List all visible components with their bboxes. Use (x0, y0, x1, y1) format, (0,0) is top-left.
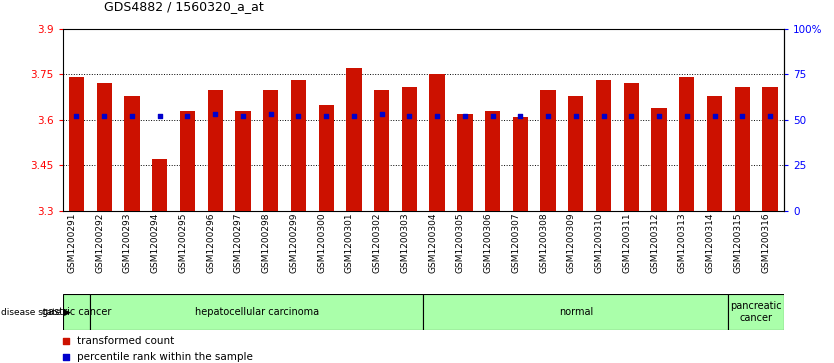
Point (269, 143, 283, 148)
Text: GSM1200308: GSM1200308 (539, 212, 548, 273)
Text: disease state ▶: disease state ▶ (1, 308, 71, 317)
Bar (513, 117, 528, 211)
Text: pancreatic
cancer: pancreatic cancer (731, 301, 782, 323)
Point (292, 113, 305, 119)
Text: GSM1200311: GSM1200311 (622, 212, 631, 273)
Bar (124, 95, 139, 211)
Bar (63, 294, 90, 330)
Point (514, 113, 527, 119)
Point (430, 113, 444, 119)
Text: GSM1200307: GSM1200307 (511, 212, 520, 273)
Point (153, 113, 166, 119)
Point (347, 113, 360, 119)
Text: GSM1200309: GSM1200309 (567, 212, 575, 273)
Text: GSM1200298: GSM1200298 (262, 212, 271, 273)
Text: GSM1200315: GSM1200315 (733, 212, 742, 273)
Point (541, 113, 555, 119)
Text: gastric cancer: gastric cancer (42, 307, 111, 317)
Text: GSM1200300: GSM1200300 (317, 212, 326, 273)
Point (208, 111, 222, 117)
Text: GSM1200295: GSM1200295 (178, 212, 188, 273)
Bar (346, 68, 361, 211)
Text: GSM1200316: GSM1200316 (761, 212, 770, 273)
Point (125, 113, 138, 119)
Bar (90, 294, 423, 330)
Text: GSM1200294: GSM1200294 (151, 212, 159, 273)
Point (181, 113, 194, 119)
Point (319, 113, 333, 119)
Bar (374, 90, 389, 211)
Point (264, 111, 278, 117)
Text: GSM1200293: GSM1200293 (123, 212, 132, 273)
Text: GSM1200310: GSM1200310 (595, 212, 604, 273)
Point (70, 113, 83, 119)
Bar (540, 90, 555, 211)
Bar (707, 95, 722, 211)
Text: GSM1200302: GSM1200302 (373, 212, 382, 273)
Text: GSM1200292: GSM1200292 (95, 212, 104, 273)
Bar (423, 294, 728, 330)
Text: GSM1200305: GSM1200305 (456, 212, 465, 273)
Point (681, 113, 694, 119)
Point (597, 113, 610, 119)
Point (708, 113, 721, 119)
Bar (97, 83, 112, 211)
Bar (735, 86, 750, 211)
Point (269, 294, 283, 300)
Text: GSM1200314: GSM1200314 (706, 212, 715, 273)
Bar (430, 74, 445, 211)
Text: percentile rank within the sample: percentile rank within the sample (77, 352, 253, 362)
Bar (180, 111, 195, 211)
Text: transformed count: transformed count (77, 336, 174, 346)
Bar (291, 81, 306, 211)
Text: GSM1200297: GSM1200297 (234, 212, 243, 273)
Point (736, 113, 749, 119)
Bar (402, 86, 417, 211)
Point (625, 113, 638, 119)
Bar (596, 81, 611, 211)
Text: GSM1200304: GSM1200304 (428, 212, 437, 273)
Bar (457, 114, 473, 211)
Text: GSM1200299: GSM1200299 (289, 212, 299, 273)
Bar (319, 105, 334, 211)
Bar (485, 111, 500, 211)
Text: GSM1200301: GSM1200301 (345, 212, 354, 273)
Text: GSM1200312: GSM1200312 (650, 212, 659, 273)
Point (569, 113, 582, 119)
Point (486, 113, 500, 119)
Text: GSM1200313: GSM1200313 (678, 212, 687, 273)
Text: GDS4882 / 1560320_a_at: GDS4882 / 1560320_a_at (104, 0, 264, 13)
Bar (568, 95, 584, 211)
Point (403, 113, 416, 119)
Bar (651, 108, 666, 211)
Text: hepatocellular carcinoma: hepatocellular carcinoma (194, 307, 319, 317)
Bar (624, 83, 639, 211)
Point (763, 113, 776, 119)
Text: normal: normal (559, 307, 593, 317)
Bar (208, 90, 223, 211)
Text: GSM1200303: GSM1200303 (400, 212, 409, 273)
Point (458, 113, 471, 119)
Bar (679, 77, 695, 211)
Bar (152, 159, 168, 211)
Bar (235, 111, 250, 211)
Text: GSM1200296: GSM1200296 (206, 212, 215, 273)
Point (375, 111, 389, 117)
Text: GSM1200306: GSM1200306 (484, 212, 493, 273)
Point (652, 113, 666, 119)
Point (98, 113, 111, 119)
Bar (728, 294, 784, 330)
Point (236, 113, 249, 119)
Bar (762, 86, 778, 211)
Text: GSM1200291: GSM1200291 (68, 212, 77, 273)
Bar (68, 77, 84, 211)
Bar (263, 90, 279, 211)
